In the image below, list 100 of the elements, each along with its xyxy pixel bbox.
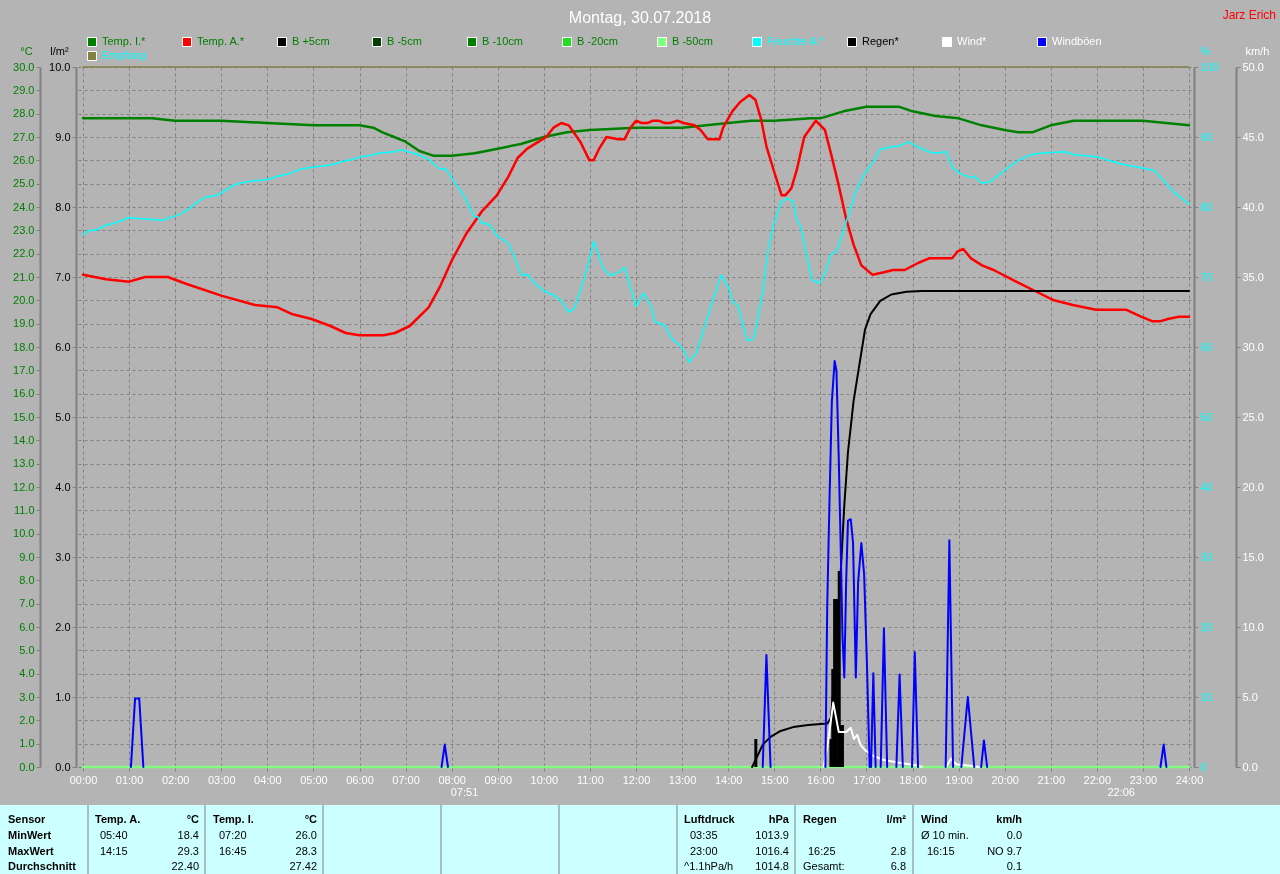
y-tick-label: 27.0 (13, 130, 35, 143)
text: 6.8 (890, 860, 906, 872)
text: 16:45 (219, 845, 247, 857)
y3-axis-title: % (1200, 44, 1211, 57)
text: Gesamt: (803, 860, 845, 872)
text: Luftdruck (684, 813, 736, 825)
y-tick-label: 13.0 (13, 457, 35, 470)
text: l/m² (886, 813, 907, 825)
y-tick-label: 50.0 (1242, 60, 1264, 73)
x-tick-label: 15:00 (760, 773, 789, 786)
y3-tick-label: 30 (1200, 550, 1213, 563)
x-tick-label: 01:00 (115, 773, 144, 786)
y2-tick-label: 4.0 (55, 480, 71, 493)
y-tick-label: 17.0 (13, 363, 35, 376)
y-tick-label: 26.0 (13, 153, 35, 166)
text: 16:15 (927, 845, 955, 857)
y-tick-label: 4.0 (19, 667, 35, 680)
chart-title: Montag, 30.07.2018 (568, 9, 712, 26)
text: Temp. I. (213, 813, 254, 825)
y-tick-label: 35.0 (1242, 270, 1264, 283)
text: 23:00 (690, 845, 718, 857)
legend-label: B -5cm (387, 35, 422, 47)
y-tick-label: 30.0 (1242, 340, 1264, 353)
legend-label: B +5cm (292, 35, 330, 47)
text: 29.3 (177, 845, 199, 857)
x-tick-label: 09:00 (484, 773, 513, 786)
text: 22.40 (171, 860, 199, 872)
y2-tick-label: 1.0 (55, 690, 71, 703)
y-tick-label: 25.0 (13, 177, 35, 190)
y-tick-label: 30.0 (13, 60, 35, 73)
text: km/h (996, 813, 1023, 825)
y3-tick-label: 100 (1200, 60, 1219, 73)
y3-tick-label: 40 (1200, 480, 1213, 493)
text: 28.3 (295, 845, 317, 857)
y-tick-label: 28.0 (13, 107, 35, 120)
text: hPa (768, 813, 790, 825)
annotation: 22:06 (1107, 786, 1135, 798)
y-tick-label: 21.0 (13, 270, 35, 283)
x-tick-label: 19:00 (945, 773, 973, 786)
y3-tick-label: 10 (1200, 690, 1213, 703)
text: NO 9.7 (987, 845, 1022, 857)
x-tick-label: 05:00 (300, 773, 328, 786)
y-tick-label: 0.0 (19, 760, 35, 773)
x-tick-label: 07:00 (392, 773, 420, 786)
line-series (81, 93, 1191, 337)
x-tick-label: 12:00 (622, 773, 651, 786)
text: Wind (921, 813, 948, 825)
legend-label: Empfang (102, 49, 147, 61)
x-tick-label: 00:00 (69, 773, 98, 786)
y-tick-label: 15.0 (13, 410, 35, 423)
y3-tick-label: 0 (1200, 760, 1207, 773)
y-tick-label: 23.0 (13, 223, 35, 236)
y-tick-label: 19.0 (13, 317, 35, 330)
x-tick-label: 22:00 (1083, 773, 1112, 786)
y-tick-label: 16.0 (13, 387, 35, 400)
legend-label: Regen* (862, 35, 900, 47)
x-tick-label: 16:00 (807, 773, 835, 786)
line-series (81, 105, 1191, 157)
x-tick-label: 08:00 (438, 773, 466, 786)
text: 27.42 (289, 860, 317, 872)
y2-tick-label: 3.0 (55, 550, 71, 563)
y3-tick-label: 90 (1200, 130, 1213, 143)
y2-axis-title: l/m² (50, 44, 69, 57)
x-tick-label: 06:00 (346, 773, 374, 786)
annotation: 07:51 (450, 786, 479, 798)
x-tick-label: 14:00 (714, 773, 743, 786)
y2-tick-label: 5.0 (55, 410, 71, 423)
y-tick-label: 18.0 (13, 340, 35, 353)
y-tick-label: 7.0 (19, 597, 35, 610)
y-tick-label: 11.0 (13, 503, 35, 516)
legend-label: Windböen (1052, 35, 1102, 47)
y3-tick-label: 50 (1200, 410, 1213, 423)
text: Regen (803, 813, 837, 825)
text: 2.8 (890, 845, 906, 857)
y-tick-label: 5.0 (1242, 690, 1258, 703)
legend-label: Wind* (957, 35, 988, 47)
x-tick-label: 17:00 (853, 773, 881, 786)
y-tick-label: 0.0 (1242, 760, 1258, 773)
line-series (82, 141, 1190, 364)
y-tick-label: 1.0 (19, 737, 35, 750)
y2-tick-label: 2.0 (55, 620, 71, 633)
text: 16:25 (808, 845, 836, 857)
y3-tick-label: 60 (1200, 340, 1213, 353)
legend-label: B -20cm (577, 35, 618, 47)
text: MinWert (8, 829, 52, 841)
x-tick-label: 13:00 (668, 773, 697, 786)
legend-label: Temp. I.* (102, 35, 147, 47)
y2-tick-label: 8.0 (55, 200, 71, 213)
legend-label: Temp. A.* (197, 35, 245, 47)
x-tick-label: 03:00 (207, 773, 236, 786)
y2-tick-label: 7.0 (55, 270, 71, 283)
y-tick-label: 8.0 (19, 573, 35, 586)
y3-tick-label: 70 (1200, 270, 1213, 283)
text: 05:40 (100, 829, 128, 841)
x-tick-label: 20:00 (991, 773, 1019, 786)
y-tick-label: 10.0 (13, 527, 35, 540)
text: 18.4 (177, 829, 199, 841)
legend-label: Feuchte A.* (767, 35, 825, 47)
y2-tick-label: 6.0 (55, 340, 71, 353)
x-tick-label: 21:00 (1037, 773, 1066, 786)
